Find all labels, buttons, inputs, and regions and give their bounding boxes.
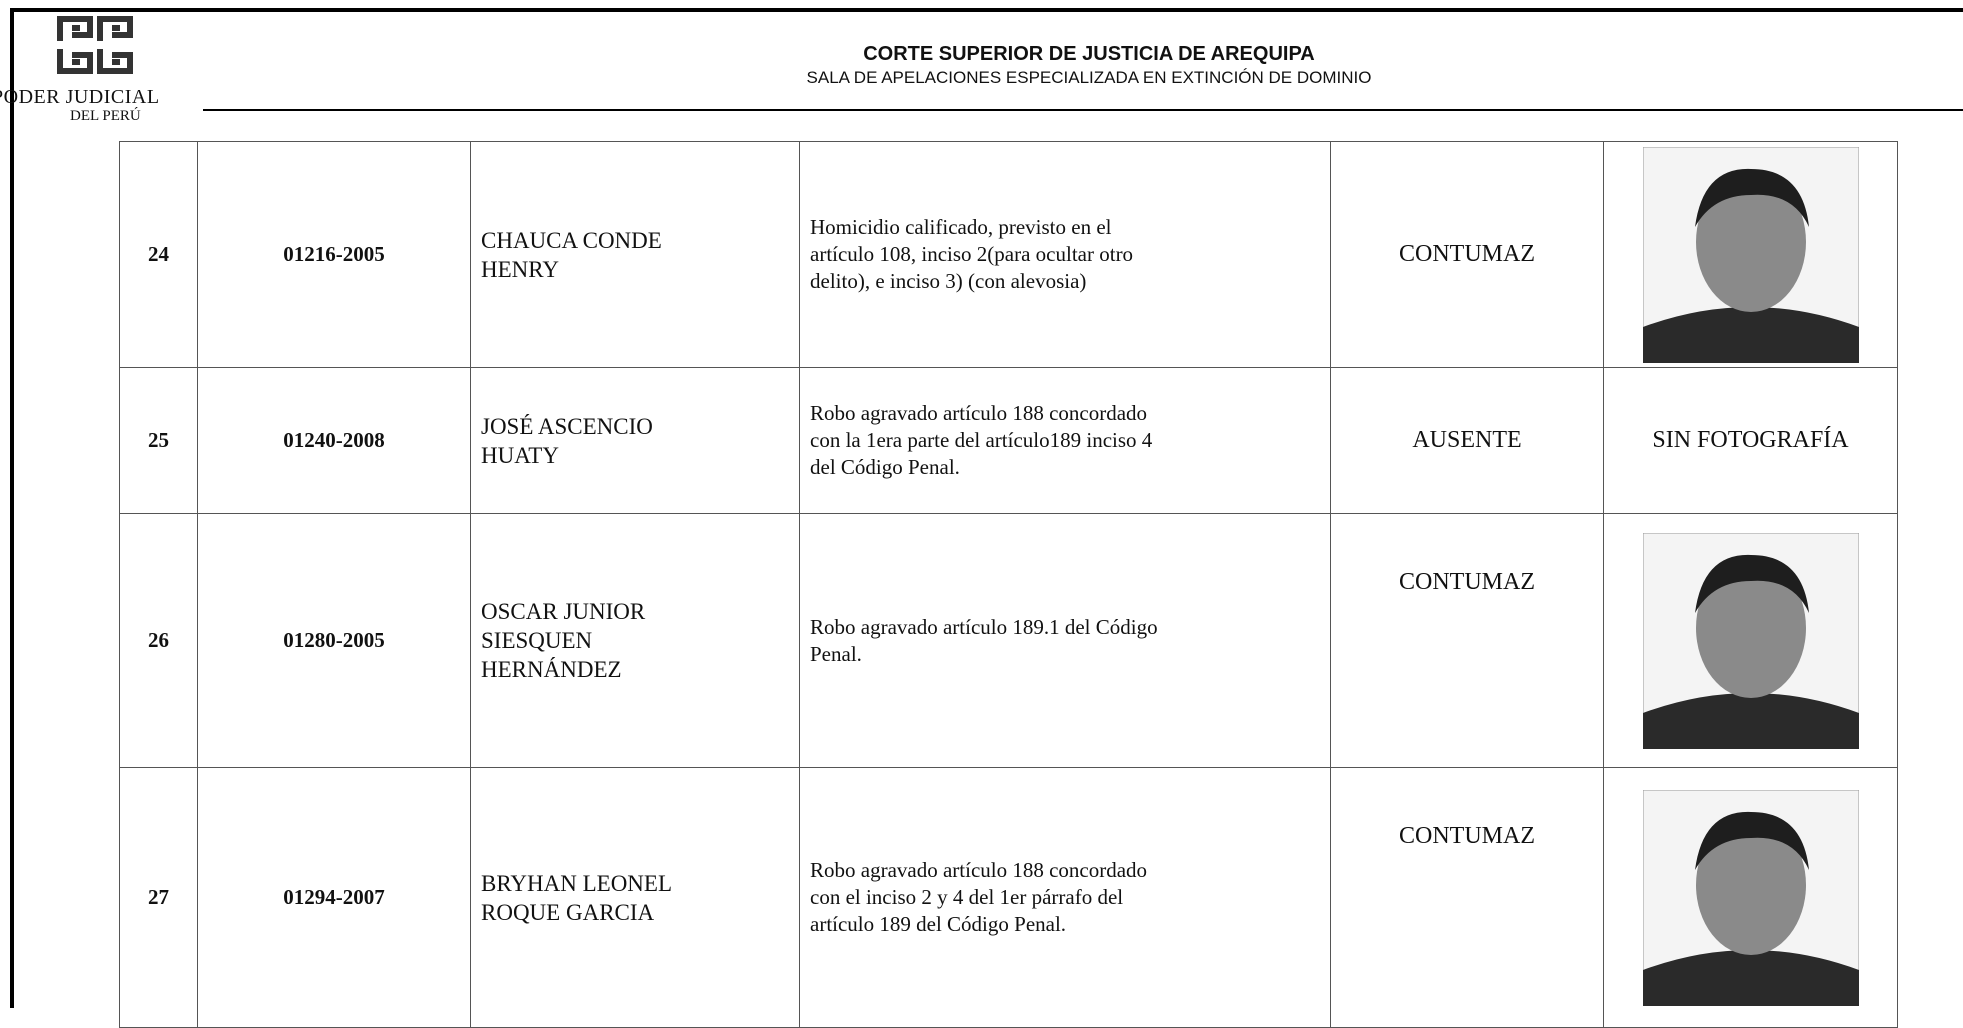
header-rule xyxy=(203,109,1963,111)
row-number: 24 xyxy=(119,141,198,368)
border xyxy=(10,8,14,1008)
border xyxy=(12,8,1963,12)
text-line: Robo agravado artículo 188 concordado xyxy=(810,858,1148,882)
status-cell: CONTUMAZ xyxy=(1330,141,1604,368)
text-line: con el inciso 2 y 4 del 1er párrafo del xyxy=(810,885,1124,909)
photo xyxy=(1642,789,1859,1006)
case-number: 01280-2005 xyxy=(197,513,471,768)
text-line: HENRY xyxy=(481,256,559,282)
text-line: Homicidio calificado, previsto en el xyxy=(810,215,1112,239)
photo-cell xyxy=(1603,767,1898,1028)
case-number: 01240-2008 xyxy=(197,367,471,514)
text-line: HERNÁNDEZ xyxy=(481,657,622,682)
text-line: OSCAR JUNIOR xyxy=(481,599,646,624)
table-row: 24 01216-2005 CHAUCA CONDE HENRY Homicidio c… xyxy=(119,141,1898,368)
text-line: BRYHAN LEONEL xyxy=(481,870,673,896)
table-row: 26 01280-2005 OSCAR JUNIOR SIESQUEN HERNÁNDE… xyxy=(119,513,1898,768)
text-line: JOSÉ ASCENCIO xyxy=(481,413,653,439)
text-line: con la 1era parte del artículo189 inciso… xyxy=(810,428,1153,452)
text-line: CHAUCA CONDE xyxy=(481,227,662,253)
text-line: delito), e inciso 3) (con alevosia) xyxy=(810,269,1087,293)
title: CORTE SUPERIOR DE JUSTICIA DE AREQUIPA xyxy=(863,43,1315,65)
photo xyxy=(1642,146,1859,363)
photo-cell: SIN FOTOGRAFÍA xyxy=(1603,367,1898,514)
text-line: ROQUE GARCIA xyxy=(481,899,655,925)
table: 24 01216-2005 CHAUCA CONDE HENRY Homicidio c… xyxy=(119,141,1898,1028)
text-line: SIESQUEN xyxy=(481,628,593,653)
row-number: 25 xyxy=(119,367,198,514)
subtitle: SALA DE APELACIONES ESPECIALIZADA EN EXT… xyxy=(806,68,1372,87)
name-cell: BRYHAN LEONEL ROQUE GARCIA xyxy=(470,767,800,1028)
text-line: Robo agravado artículo 188 concordado xyxy=(810,401,1148,425)
name-cell: JOSÉ ASCENCIO HUATY xyxy=(470,367,800,514)
logo-text: DEL PERÚ xyxy=(70,108,141,124)
photo-cell xyxy=(1603,141,1898,368)
text-line: HUATY xyxy=(481,442,559,468)
case-number: 01294-2007 xyxy=(197,767,471,1028)
row-number: 27 xyxy=(119,767,198,1028)
text-line: del Código Penal. xyxy=(810,455,960,479)
name-cell: OSCAR JUNIOR SIESQUEN HERNÁNDEZ xyxy=(470,513,800,768)
case-number: 01216-2005 xyxy=(197,141,471,368)
name-cell: CHAUCA CONDE HENRY xyxy=(470,141,800,368)
offense-cell: Robo agravado artículo 189.1 del Código P… xyxy=(799,513,1331,768)
text-line: Robo agravado artículo 189.1 del Código xyxy=(810,614,1158,639)
text-line: artículo 108, inciso 2(para ocultar otro xyxy=(810,242,1134,266)
table-row: 25 01240-2008 JOSÉ ASCENCIO HUATY Robo agrav… xyxy=(119,367,1898,514)
offense-cell: Robo agravado artículo 188 concordado con… xyxy=(799,367,1331,514)
status-cell: AUSENTE xyxy=(1330,367,1604,514)
logo-text: PODER JUDICIAL xyxy=(0,86,160,108)
row-number: 26 xyxy=(119,513,198,768)
text-line: Penal. xyxy=(810,641,862,666)
text-line: artículo 189 del Código Penal. xyxy=(810,912,1067,936)
logo xyxy=(57,16,133,74)
table-row: 27 01294-2007 BRYHAN LEONEL ROQUE GARCIA Rob… xyxy=(119,767,1898,1028)
status-cell: CONTUMAZ xyxy=(1330,513,1604,768)
offense-cell: Robo agravado artículo 188 concordado con… xyxy=(799,767,1331,1028)
photo-cell xyxy=(1603,513,1898,768)
photo xyxy=(1642,532,1859,749)
status-cell: CONTUMAZ xyxy=(1330,767,1604,1028)
offense-cell: Homicidio calificado, previsto en el artí… xyxy=(799,141,1331,368)
